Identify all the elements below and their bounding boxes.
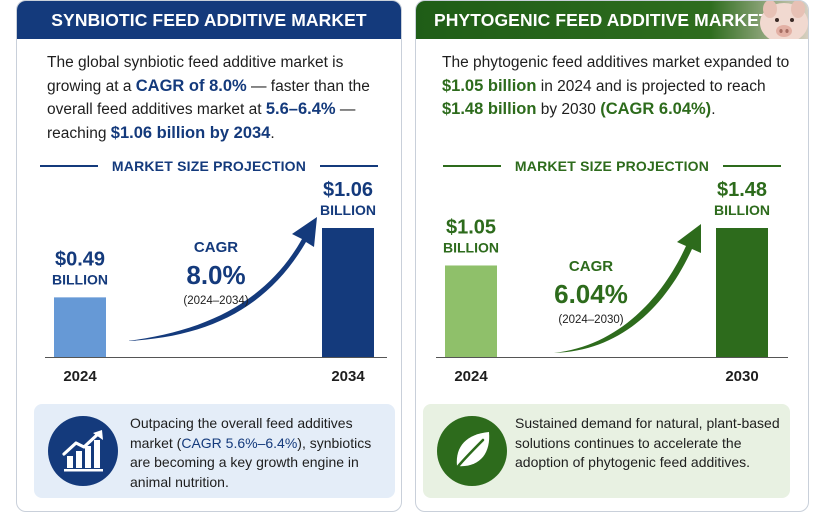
x-tick-label: 2024 — [454, 368, 488, 385]
intro-text: . — [270, 124, 275, 142]
callout-highlight: CAGR 5.6%–6.4% — [181, 434, 298, 451]
cagr-value: 8.0% — [186, 260, 245, 290]
phytogenic-intro: The phytogenic feed additives market exp… — [442, 51, 792, 122]
bar-2030 — [716, 228, 768, 357]
intro-range: 5.6–6.4% — [265, 100, 336, 118]
x-tick-label: 2030 — [725, 368, 758, 385]
intro-text: The phytogenic feed additives market exp… — [442, 54, 790, 71]
intro-text: by 2030 — [536, 101, 601, 118]
intro-cagr: (CAGR 6.04%) — [600, 100, 712, 118]
intro-target: $1.06 billion by 2034 — [110, 123, 271, 142]
phytogenic-chart: $1.05BILLION2024$1.48BILLION2030CAGR6.04… — [436, 179, 788, 385]
callout-text: Outpacing the overall feed additives mar… — [130, 415, 353, 451]
divider — [723, 165, 782, 167]
bar-value-label: $1.05 — [446, 216, 496, 238]
bar-2024 — [445, 265, 497, 357]
phytogenic-panel: PHYTOGENIC FEED ADDITIVE MARKET The phyt… — [415, 0, 809, 512]
callout-text: ), synbiotics are becoming a key growth … — [130, 434, 372, 490]
bar-unit-label: BILLION — [52, 271, 108, 287]
phytogenic-section-heading: MARKET SIZE PROJECTION — [416, 156, 808, 176]
phytogenic-title: PHYTOGENIC FEED ADDITIVE MARKET — [434, 9, 770, 30]
x-tick-label: 2034 — [331, 368, 365, 385]
cagr-period: (2024–2034) — [183, 295, 248, 307]
divider — [320, 165, 379, 167]
cagr-period: (2024–2030) — [558, 314, 623, 326]
bar-value-label: $1.06 — [323, 179, 373, 201]
cagr-label: CAGR — [569, 258, 613, 275]
bar-unit-label: BILLION — [320, 202, 376, 218]
bar-value-label: $1.48 — [717, 179, 767, 201]
intro-text: . — [711, 101, 716, 118]
intro-text: — faster than the overall feed additives… — [47, 77, 370, 119]
phytogenic-callout-text: Sustained demand for natural, plant-base… — [515, 415, 780, 470]
section-title: MARKET SIZE PROJECTION — [514, 158, 710, 174]
synbiotic-intro: The global synbiotic feed additive marke… — [47, 51, 397, 145]
growth-arrow — [554, 224, 701, 353]
bar-unit-label: BILLION — [443, 239, 499, 255]
intro-target: $1.48 billion — [442, 100, 537, 118]
phytogenic-callout: Sustained demand for natural, plant-base… — [423, 404, 790, 498]
divider — [39, 165, 98, 167]
synbiotic-panel: SYNBIOTIC FEED ADDITIVE MARKET The globa… — [16, 0, 402, 512]
intro-cagr: CAGR of 8.0% — [135, 76, 247, 95]
intro-text: The global synbiotic feed additive marke… — [47, 54, 344, 95]
bar-2034 — [322, 228, 374, 357]
divider — [442, 165, 501, 167]
cagr-label: CAGR — [194, 239, 238, 256]
intro-text: in 2024 and is projected to reach — [536, 77, 766, 95]
growth-chart-icon — [48, 416, 118, 486]
synbiotic-callout-text: Outpacing the overall feed additives mar… — [130, 414, 392, 492]
cagr-value: 6.04% — [554, 279, 628, 309]
synbiotic-chart: $0.49BILLION2024$1.06BILLION2034CAGR8.0%… — [45, 179, 387, 385]
synbiotic-callout: Outpacing the overall feed additives mar… — [34, 404, 395, 498]
x-tick-label: 2024 — [63, 368, 97, 385]
intro-start-value: $1.05 billion — [442, 76, 537, 95]
bar-value-label: $0.49 — [55, 248, 105, 270]
synbiotic-section-heading: MARKET SIZE PROJECTION — [17, 156, 401, 176]
growth-arrow — [127, 217, 317, 341]
synbiotic-header: SYNBIOTIC FEED ADDITIVE MARKET — [17, 1, 401, 39]
pig-icon — [760, 1, 808, 39]
phytogenic-header: PHYTOGENIC FEED ADDITIVE MARKET — [416, 1, 808, 39]
intro-text: — reaching — [47, 101, 356, 142]
synbiotic-title: SYNBIOTIC FEED ADDITIVE MARKET — [51, 9, 367, 30]
bar-unit-label: BILLION — [714, 202, 770, 218]
bar-2024 — [54, 297, 106, 357]
section-title: MARKET SIZE PROJECTION — [111, 158, 307, 174]
leaf-icon — [437, 416, 507, 486]
